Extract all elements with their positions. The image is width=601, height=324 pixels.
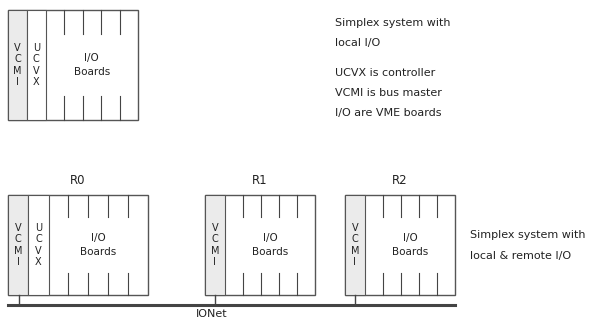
Text: R0: R0 [70, 174, 86, 187]
Text: V
C
M
I: V C M I [13, 42, 22, 87]
Text: I/O are VME boards: I/O are VME boards [335, 108, 442, 118]
Text: UCVX is controller: UCVX is controller [335, 68, 435, 78]
Text: IONet: IONet [196, 309, 227, 319]
Text: I/O
Boards: I/O Boards [80, 233, 117, 257]
Bar [8, 10, 138, 120]
Text: I/O
Boards: I/O Boards [252, 233, 288, 257]
Text: V
C
M
I: V C M I [350, 223, 359, 267]
Text: I/O
Boards: I/O Boards [392, 233, 428, 257]
Bar [27, 10, 46, 120]
Bar [28, 195, 49, 295]
Bar [345, 195, 455, 295]
Bar [8, 195, 28, 295]
Text: Simplex system with: Simplex system with [470, 230, 585, 240]
Bar [345, 195, 365, 295]
Bar [8, 195, 148, 295]
Text: VCMI is bus master: VCMI is bus master [335, 88, 442, 98]
Text: local I/O: local I/O [335, 38, 380, 48]
Text: R1: R1 [252, 174, 268, 187]
Bar [205, 195, 315, 295]
Text: V
C
M
I: V C M I [210, 223, 219, 267]
Bar [8, 10, 27, 120]
Text: V
C
M
I: V C M I [14, 223, 22, 267]
Text: R2: R2 [392, 174, 408, 187]
Text: U
C
V
X: U C V X [35, 223, 42, 267]
Text: I/O
Boards: I/O Boards [74, 53, 110, 76]
Text: U
C
V
X: U C V X [32, 42, 40, 87]
Text: Simplex system with: Simplex system with [335, 18, 451, 28]
Bar [205, 195, 225, 295]
Text: local & remote I/O: local & remote I/O [470, 251, 571, 261]
